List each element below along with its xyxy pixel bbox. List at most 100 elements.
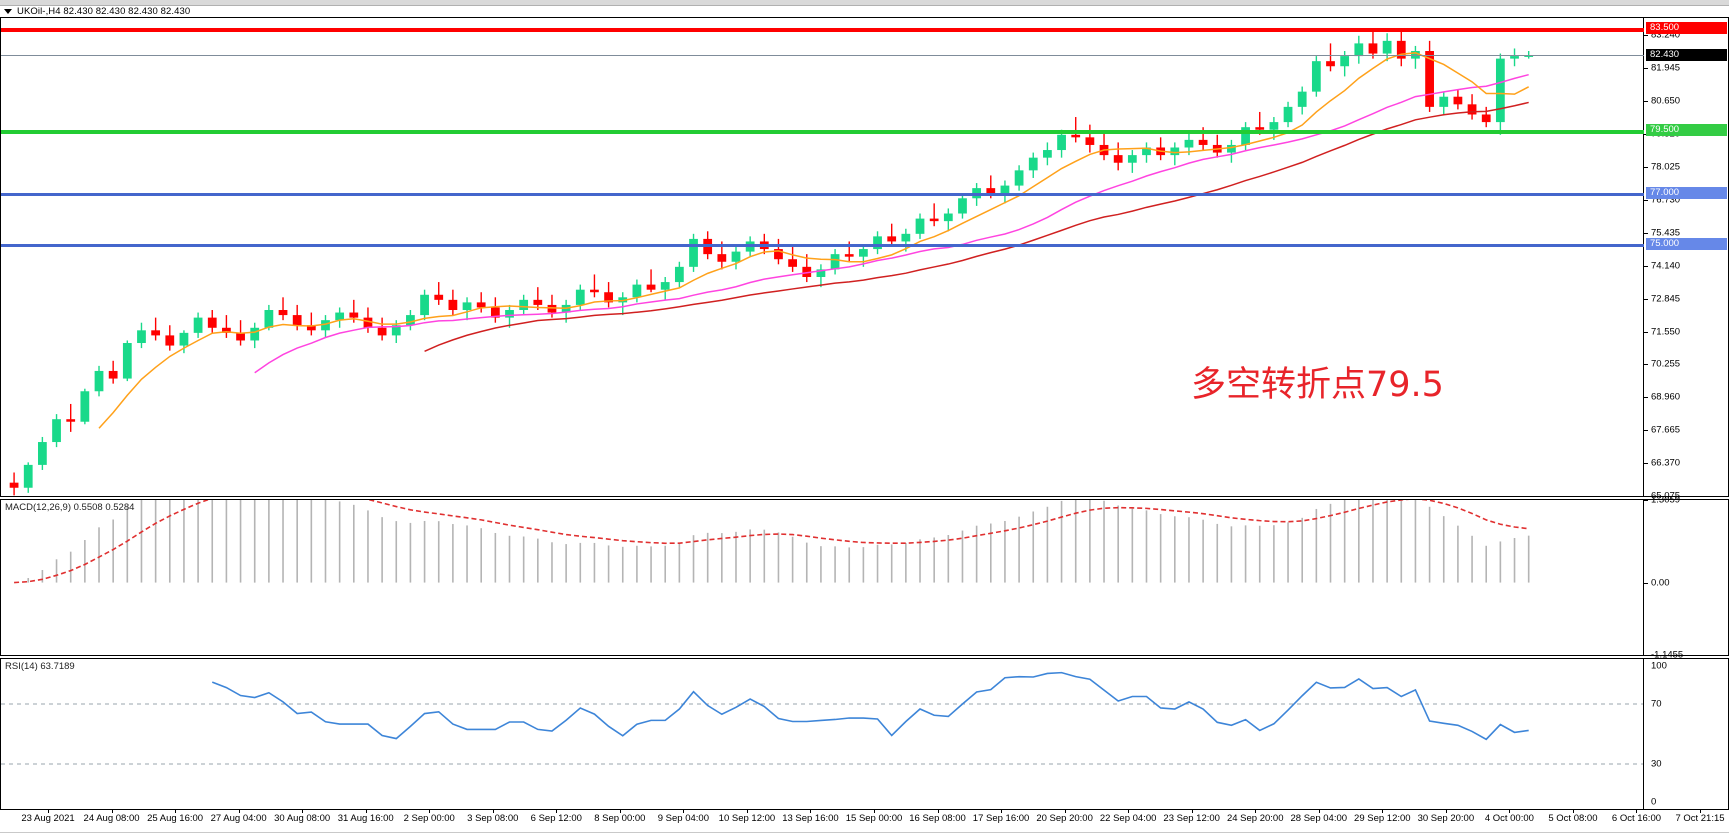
time-axis-label: 17 Sep 16:00 xyxy=(972,813,1030,824)
time-axis-label: 5 Oct 08:00 xyxy=(1548,813,1598,824)
ma-line xyxy=(254,73,1529,374)
macd-tick: -1.1455 xyxy=(1644,649,1729,661)
time-axis-label: 24 Aug 08:00 xyxy=(83,813,140,824)
rsi-tick: 30 xyxy=(1651,758,1662,770)
macd-signal-line xyxy=(14,500,1529,584)
rsi-axis-scale: 100 70 30 0 xyxy=(1644,658,1729,810)
price-tick: 83.240 xyxy=(1644,29,1729,41)
price-tick: 72.845 xyxy=(1644,293,1729,305)
time-axis-label: 2 Sep 00:00 xyxy=(403,813,455,824)
time-axis-label: 3 Sep 08:00 xyxy=(467,813,519,824)
rsi-line xyxy=(211,671,1529,741)
price-tag-black[interactable]: 82.430 xyxy=(1646,49,1727,62)
price-tag-blue[interactable]: 77.000 xyxy=(1646,187,1727,200)
time-tick xyxy=(175,810,177,813)
time-tick xyxy=(937,810,939,813)
level-line-83.500[interactable] xyxy=(1,28,1645,33)
time-axis-label: 22 Sep 04:00 xyxy=(1099,813,1157,824)
level-line-79.500[interactable] xyxy=(1,129,1645,134)
time-tick xyxy=(1382,810,1384,813)
price-tick: 70.255 xyxy=(1644,358,1729,370)
time-tick xyxy=(1509,810,1511,813)
symbol-title-bar: UKOil-,H4 82.430 82.430 82.430 82.430 xyxy=(0,5,1729,17)
time-tick xyxy=(1636,810,1638,813)
rsi-tick: 0 xyxy=(1651,796,1657,808)
time-tick xyxy=(556,810,558,813)
price-axis-scale[interactable]: 83.24081.94580.65079.32078.02576.73075.4… xyxy=(1644,17,1729,502)
time-axis-label: 31 Aug 16:00 xyxy=(337,813,394,824)
time-axis-label: 20 Sep 20:00 xyxy=(1036,813,1093,824)
window-chrome-bar xyxy=(0,0,1729,6)
time-tick xyxy=(874,810,875,813)
time-axis-label: 28 Sep 04:00 xyxy=(1290,813,1348,824)
time-axis-label: 25 Aug 16:00 xyxy=(147,813,204,824)
price-tag-red[interactable]: 83.500 xyxy=(1646,22,1727,35)
time-axis-label: 15 Sep 00:00 xyxy=(845,813,903,824)
time-axis-label: 16 Sep 08:00 xyxy=(909,813,966,824)
time-axis-label: 9 Sep 04:00 xyxy=(657,813,709,824)
time-axis-label: 24 Sep 20:00 xyxy=(1226,813,1284,824)
time-axis-label: 29 Sep 12:00 xyxy=(1354,813,1411,824)
price-tick: 65.075 xyxy=(1644,490,1729,502)
macd-tick: 0.00 xyxy=(1644,577,1729,589)
time-tick xyxy=(492,810,494,813)
rsi-tick: 70 xyxy=(1651,698,1662,710)
macd-label: MACD(12,26,9) 0.5508 0.5284 xyxy=(5,502,135,513)
time-axis-label: 4 Oct 00:00 xyxy=(1484,813,1534,824)
level-line-82.430[interactable] xyxy=(1,55,1645,57)
time-tick xyxy=(1700,810,1701,813)
rsi-canvas xyxy=(1,671,1643,765)
time-tick xyxy=(746,810,748,813)
time-axis-label: 6 Sep 12:00 xyxy=(530,813,582,824)
level-line-77.000[interactable] xyxy=(1,193,1645,197)
price-chart-canvas xyxy=(9,28,1534,496)
time-tick xyxy=(1001,810,1003,813)
macd-canvas xyxy=(14,500,1530,584)
price-tick: 81.945 xyxy=(1644,62,1729,74)
time-tick xyxy=(1064,810,1066,813)
time-tick xyxy=(619,810,621,813)
price-tick: 74.140 xyxy=(1644,260,1729,272)
time-tick xyxy=(1255,810,1257,813)
price-tick: 75.435 xyxy=(1644,227,1729,239)
price-tick: 76.730 xyxy=(1644,194,1729,206)
macd-axis-scale: 1.3059 0.00 -1.1455 xyxy=(1644,495,1729,661)
triangle-down-icon[interactable] xyxy=(4,8,12,14)
level-line-75.000[interactable] xyxy=(1,243,1645,247)
time-tick xyxy=(1445,810,1447,813)
time-axis-label: 23 Sep 12:00 xyxy=(1163,813,1220,824)
macd-pane[interactable]: MACD(12,26,9) 0.5508 0.5284 xyxy=(0,499,1644,656)
time-tick xyxy=(429,810,431,813)
price-tick: 80.650 xyxy=(1644,95,1729,107)
time-tick xyxy=(365,810,367,813)
rsi-pane[interactable]: RSI(14) 63.7189 xyxy=(0,658,1644,810)
macd-histogram xyxy=(27,500,1530,583)
time-tick xyxy=(48,810,49,813)
time-tick xyxy=(238,810,240,813)
price-tag-green[interactable]: 79.500 xyxy=(1646,123,1727,136)
time-axis[interactable]: 23 Aug 2021 24 Aug 08:00 25 Aug 16:00 27 Au… xyxy=(0,810,1729,833)
time-tick xyxy=(111,810,113,813)
time-axis-label: 10 Sep 12:00 xyxy=(718,813,776,824)
price-tag-blue[interactable]: 75.000 xyxy=(1646,237,1727,250)
price-tick: 78.025 xyxy=(1644,161,1729,173)
price-tick: 68.960 xyxy=(1644,391,1729,403)
time-axis-label: 27 Aug 04:00 xyxy=(210,813,267,824)
symbol-ohlc-label: UKOil-,H4 82.430 82.430 82.430 82.430 xyxy=(17,5,191,17)
price-tick: 71.550 xyxy=(1644,326,1729,338)
price-chart-pane[interactable]: 多空转折点79.5 xyxy=(0,17,1645,497)
candle-series xyxy=(9,28,1534,496)
time-axis-label: 30 Sep 20:00 xyxy=(1417,813,1475,824)
price-tick: 67.665 xyxy=(1644,424,1729,436)
time-tick xyxy=(1572,810,1574,813)
time-axis-label: 8 Sep 00:00 xyxy=(594,813,646,824)
time-tick xyxy=(683,810,685,813)
time-tick xyxy=(1318,810,1320,813)
rsi-tick: 100 xyxy=(1651,660,1667,672)
time-tick xyxy=(810,810,812,813)
time-tick xyxy=(1128,810,1130,813)
time-axis-label: 30 Aug 08:00 xyxy=(274,813,331,824)
time-tick xyxy=(302,810,304,813)
time-axis-label: 13 Sep 16:00 xyxy=(782,813,839,824)
